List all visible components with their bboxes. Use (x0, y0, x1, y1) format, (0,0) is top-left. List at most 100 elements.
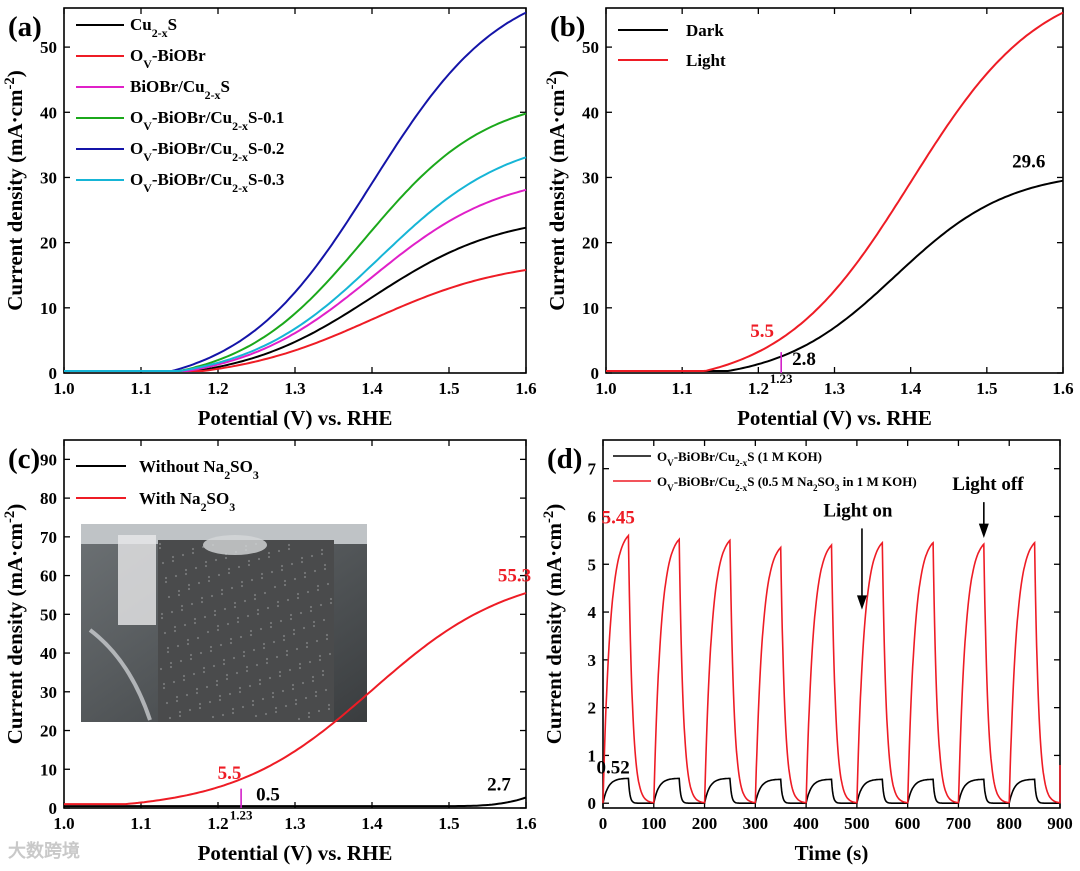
x-tick-label: 1.1 (130, 379, 151, 398)
bubble (176, 644, 180, 648)
bubble (219, 643, 223, 647)
y-tick-label: 5 (588, 555, 597, 574)
bubble (269, 621, 273, 625)
x-tick-label: 1.4 (361, 814, 383, 833)
bubble (192, 672, 196, 676)
bubble (296, 596, 300, 600)
bubble (179, 659, 183, 663)
bubble (245, 665, 249, 669)
bubble (303, 575, 307, 579)
bubble (293, 577, 297, 581)
bubble (235, 671, 239, 675)
legend-label: Dark (686, 21, 724, 40)
bubble (222, 662, 226, 666)
annotation: 29.6 (1012, 152, 1045, 173)
bubble (251, 703, 255, 707)
annotation: 55.3 (498, 565, 531, 586)
bubble (315, 639, 319, 643)
bubble (198, 706, 202, 710)
bubble (168, 716, 172, 720)
bubble (222, 658, 226, 662)
x-tick-label: 1.3 (284, 379, 305, 398)
legend-label: OV-BiOBr/Cu2-xS (1 M KOH) (657, 449, 822, 468)
y-tick-label: 6 (588, 507, 597, 526)
plot-frame (605, 7, 1064, 374)
bubble (283, 583, 287, 587)
y-tick-label: 30 (582, 168, 599, 187)
bubble (307, 715, 311, 719)
bubble (253, 593, 257, 597)
bubble (189, 653, 193, 657)
bubble (300, 556, 304, 560)
bubble (247, 563, 251, 567)
legend-label: With Na2SO3 (139, 489, 235, 514)
bubble (246, 614, 250, 618)
bubble (233, 605, 237, 609)
bubble (247, 559, 251, 563)
y-tick-label: 3 (588, 651, 597, 670)
bubble (268, 676, 272, 680)
y-tick-label: 4 (588, 603, 597, 622)
bubble (175, 695, 179, 699)
series-line (64, 796, 527, 808)
y-axis-label: Current density (mA·cm-2) (2, 70, 27, 311)
bubble (206, 630, 210, 634)
bubble (204, 564, 208, 568)
bubble (187, 587, 191, 591)
bubble (262, 646, 266, 650)
x-tick-label: 400 (793, 814, 819, 833)
bubble (202, 666, 206, 670)
bubble (280, 568, 284, 572)
bubble (212, 664, 216, 668)
bubble (161, 561, 165, 565)
legend-label: BiOBr/Cu2-xS (130, 77, 230, 102)
bubble (226, 622, 230, 626)
electrode (158, 540, 334, 722)
bubble (211, 715, 215, 719)
bubble (272, 640, 276, 644)
annotation: 5.45 (602, 508, 635, 529)
bubble (285, 649, 289, 653)
bubble (233, 601, 237, 605)
bubble (194, 566, 198, 570)
y-tick-label: 40 (582, 103, 599, 122)
y-tick-label: 50 (40, 605, 57, 624)
bubble (318, 658, 322, 662)
bubble (242, 654, 246, 658)
bubble (158, 542, 162, 546)
bubble (200, 600, 204, 604)
bubble (284, 704, 288, 708)
y-tick-label: 2 (588, 699, 597, 718)
bubble (213, 609, 217, 613)
bubble (215, 679, 219, 683)
bubble (240, 580, 244, 584)
bubble (324, 688, 328, 692)
bubble (162, 686, 166, 690)
y-tick-label: 10 (40, 299, 57, 318)
bubble (248, 684, 252, 688)
bubble (258, 678, 262, 682)
bubble (175, 699, 179, 703)
bubble (294, 702, 298, 706)
bubble (178, 710, 182, 714)
bubble (163, 631, 167, 635)
bubble (184, 568, 188, 572)
bubble (242, 650, 246, 654)
x-tick-label: 1.4 (900, 379, 922, 398)
y-tick-label: 0 (588, 794, 597, 813)
bubble (301, 681, 305, 685)
bubble (275, 655, 279, 659)
y-tick-label: 60 (40, 567, 57, 586)
bubble (180, 604, 184, 608)
bubble (207, 575, 211, 579)
bubble (227, 571, 231, 575)
y-tick-label: 1 (588, 746, 597, 765)
bubble (159, 667, 163, 671)
bubble (327, 707, 331, 711)
series-line (602, 533, 1061, 804)
bubble (298, 666, 302, 670)
bubble (328, 652, 332, 656)
bubble (327, 703, 331, 707)
bubble (311, 679, 315, 683)
x-tick-label: 1.5 (438, 814, 459, 833)
